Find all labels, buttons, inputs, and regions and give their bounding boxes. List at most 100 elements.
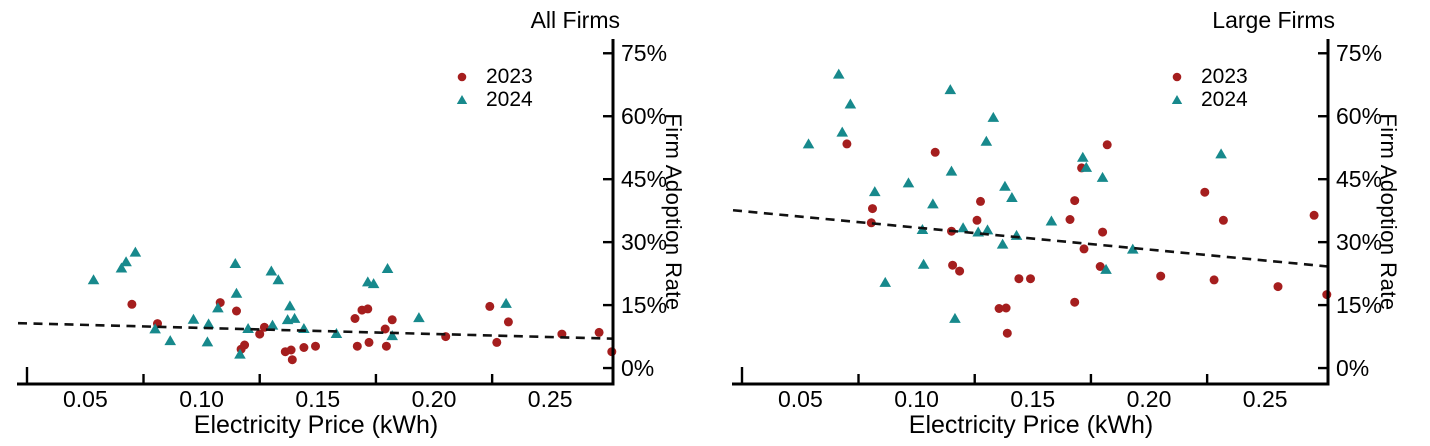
data-point-2024 [1045, 215, 1058, 226]
data-point-2024 [1080, 161, 1093, 172]
data-point-2023 [381, 341, 391, 351]
x-tick-label: 0.20 [411, 386, 457, 412]
data-point-2024 [917, 258, 930, 269]
data-point-2023 [299, 343, 309, 352]
data-point-2024 [381, 262, 394, 273]
data-point-2023 [868, 204, 877, 214]
y-tick-label: 15% [621, 292, 668, 319]
data-point-2024 [120, 256, 132, 267]
data-point-2023 [503, 317, 513, 327]
data-point-2023 [255, 329, 265, 339]
data-point-2024 [836, 126, 849, 137]
data-point-2024 [202, 318, 215, 329]
data-point-2023 [240, 340, 250, 350]
y-tick-label: 45% [621, 166, 668, 193]
y-tick-label: 15% [1336, 292, 1383, 319]
data-point-2024 [945, 165, 958, 176]
plot-area-all-firms [17, 39, 617, 386]
data-point-2024 [844, 98, 857, 109]
y-axis-label: Firm Adoption Rate [1376, 113, 1401, 311]
legend-label-2023: 2023 [1201, 65, 1248, 88]
data-point-2024 [234, 348, 246, 359]
data-point-2024 [1126, 243, 1139, 254]
data-point-2023 [1156, 271, 1166, 281]
data-point-2023 [594, 327, 604, 337]
x-axis-label: Electricity Price (kWh) [908, 411, 1154, 439]
y-tick-label: 0% [1336, 355, 1370, 382]
chart-title: Large Firms [1212, 7, 1335, 33]
data-point-2024 [1096, 171, 1109, 182]
data-point-2023 [930, 147, 940, 157]
x-tick-label: 0.10 [894, 386, 939, 412]
data-point-2023 [1309, 210, 1319, 220]
x-tick-label: 0.25 [1242, 386, 1288, 412]
y-tick-label: 45% [1336, 166, 1383, 193]
legend-label-2023: 2023 [486, 65, 533, 88]
x-tick-label: 0.05 [63, 386, 108, 412]
data-point-2023 [363, 304, 373, 314]
data-point-2024 [230, 287, 243, 298]
data-point-2024 [164, 335, 177, 346]
chart-all-firms: All Firms Firm Adoption Rate Electricity… [17, 7, 686, 439]
data-point-2024 [1006, 192, 1018, 203]
data-point-2024 [367, 278, 380, 289]
data-point-2024 [129, 246, 142, 257]
data-point-2024 [284, 300, 296, 311]
data-point-2023 [364, 337, 374, 347]
legend-marker-2024 [456, 95, 468, 104]
data-point-2023 [1001, 303, 1011, 313]
legend-marker-2024 [1171, 95, 1183, 104]
data-point-2023 [1002, 328, 1012, 338]
data-point-2024 [330, 328, 343, 339]
data-point-2023 [387, 315, 397, 325]
data-point-2024 [229, 257, 242, 268]
data-point-2024 [868, 186, 881, 197]
data-point-2023 [866, 218, 876, 228]
data-point-2024 [500, 297, 512, 308]
data-point-2024 [201, 336, 214, 347]
data-point-2024 [265, 265, 278, 276]
data-point-2023 [127, 299, 137, 309]
data-point-2023 [380, 324, 390, 334]
data-point-2023 [492, 337, 502, 347]
data-point-2024 [980, 135, 993, 146]
data-point-2023 [350, 314, 360, 323]
data-point-2024 [879, 276, 892, 287]
x-tick-label: 0.15 [295, 386, 341, 412]
data-point-2023 [972, 215, 982, 225]
x-tick-label: 0.05 [778, 386, 823, 412]
chart-title: All Firms [530, 7, 620, 33]
y-tick-label: 60% [621, 103, 668, 130]
data-point-2024 [902, 177, 915, 188]
data-point-2024 [1100, 263, 1112, 274]
x-tick-label: 0.20 [1126, 386, 1172, 412]
x-tick-label: 0.25 [527, 386, 573, 412]
data-point-2023 [1102, 140, 1112, 150]
data-point-2024 [999, 180, 1011, 191]
data-point-2023 [1014, 274, 1024, 284]
data-point-2023 [485, 301, 495, 311]
data-point-2023 [976, 196, 985, 206]
legend-marker-2023 [1172, 72, 1182, 82]
data-point-2023 [1209, 275, 1219, 285]
data-point-2024 [927, 198, 939, 209]
data-point-2023 [232, 306, 241, 316]
data-point-2024 [1076, 151, 1089, 162]
data-point-2024 [149, 323, 161, 334]
plot-area-large-firms [732, 39, 1332, 386]
y-tick-label: 60% [1336, 103, 1383, 130]
data-point-2023 [1065, 215, 1075, 224]
y-tick-label: 0% [621, 355, 655, 382]
data-point-2023 [352, 341, 362, 351]
data-point-2024 [266, 319, 279, 330]
data-point-2024 [212, 302, 224, 313]
data-point-2024 [996, 238, 1009, 249]
chart-large-firms: Large Firms Firm Adoption Rate Electrici… [715, 0, 1430, 446]
x-tick-label: 0.10 [179, 386, 224, 412]
y-tick-label: 30% [1336, 229, 1383, 256]
data-point-2024 [187, 313, 200, 324]
data-point-2024 [987, 111, 1000, 122]
data-point-2023 [1070, 297, 1080, 307]
data-point-2024 [386, 330, 398, 341]
data-point-2024 [87, 274, 100, 285]
